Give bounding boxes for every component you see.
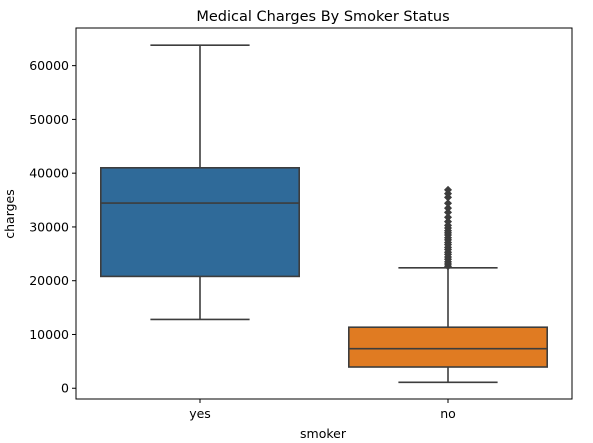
outlier-point xyxy=(443,204,453,213)
x-tick-label: yes xyxy=(189,406,211,421)
outlier-point xyxy=(443,213,453,222)
y-tick-label: 60000 xyxy=(29,58,69,73)
box-group-yes xyxy=(100,44,300,321)
plot-area xyxy=(100,44,548,384)
outlier-point xyxy=(443,185,453,194)
x-axis-label: smoker xyxy=(300,426,347,441)
box-group-no xyxy=(347,185,548,384)
y-axis: 0 10000 20000 30000 40000 50000 60000 xyxy=(29,58,76,396)
outlier-point xyxy=(443,208,453,217)
y-tick-label: 30000 xyxy=(29,219,69,234)
outlier-point xyxy=(443,199,453,208)
box-iqr xyxy=(347,326,548,368)
outlier-point xyxy=(443,217,453,226)
y-tick-label: 10000 xyxy=(29,327,69,342)
x-axis: yes no xyxy=(189,399,456,421)
y-tick-label: 20000 xyxy=(29,273,69,288)
y-tick-label: 0 xyxy=(61,381,69,396)
y-tick-label: 40000 xyxy=(29,166,69,181)
y-tick-label: 50000 xyxy=(29,112,69,127)
box-iqr xyxy=(100,166,300,278)
chart-title: Medical Charges By Smoker Status xyxy=(196,9,449,25)
y-axis-label: charges xyxy=(2,189,17,239)
plot-frame xyxy=(75,27,573,400)
x-tick-label: no xyxy=(440,406,456,421)
